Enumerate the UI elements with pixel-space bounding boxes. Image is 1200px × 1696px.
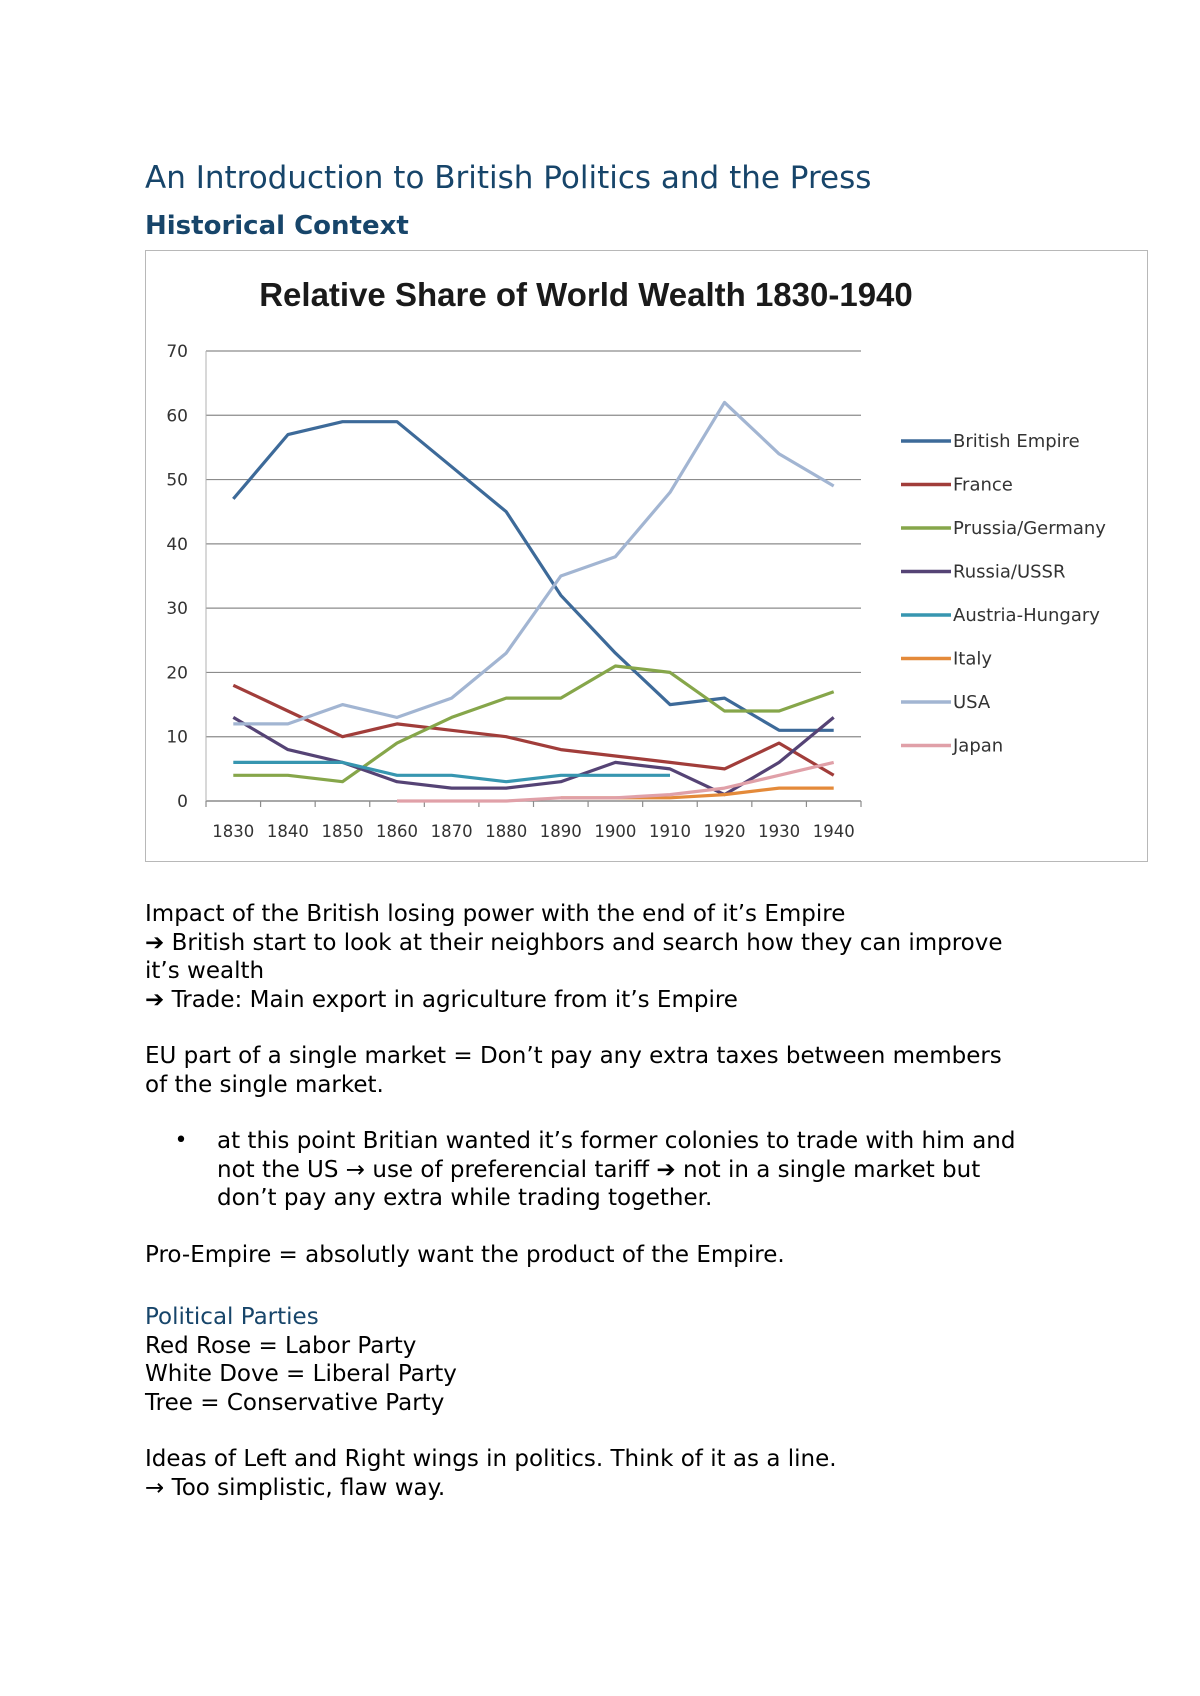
- x-tick-label-1940: 1940: [813, 822, 855, 841]
- chart-frame: Relative Share of World Wealth 1830-1940…: [145, 250, 1148, 862]
- legend-label-italy: Italy: [953, 649, 992, 670]
- y-tick-label-40: 40: [166, 535, 188, 555]
- x-tick-label-1870: 1870: [431, 822, 473, 841]
- paragraph-left-right-line-1: Ideas of Left and Right wings in politic…: [145, 1446, 837, 1472]
- paragraph-impact-line-4: ➔ Trade: Main export in agriculture from…: [145, 986, 738, 1013]
- bullet-line-3: don’t pay any extra while trading togeth…: [217, 1185, 713, 1211]
- x-tick-label-1930: 1930: [758, 822, 800, 841]
- y-tick-label-0: 0: [177, 792, 188, 812]
- section-heading-political-parties: Political Parties: [145, 1304, 319, 1330]
- series-line-usa: [233, 400, 835, 726]
- party-red-rose: Red Rose = Labor Party: [145, 1332, 417, 1359]
- legend-label-russia-ussr: Russia/USSR: [953, 562, 1066, 583]
- x-tick-label-1840: 1840: [267, 822, 309, 841]
- legend-label-usa: USA: [953, 692, 991, 713]
- bullet-marker: •: [174, 1128, 188, 1153]
- series-line-france: [232, 683, 835, 777]
- bullet-text: at this point Britian wanted it’s former…: [217, 1127, 1075, 1213]
- x-tick-label-1850: 1850: [321, 822, 363, 841]
- bullet-line-1: at this point Britian wanted it’s former…: [217, 1128, 1016, 1154]
- x-tick-label-1860: 1860: [376, 822, 418, 841]
- paragraph-left-right-line-2: → Too simplistic, flaw way.: [145, 1474, 446, 1501]
- legend-label-british-empire: British Empire: [953, 431, 1080, 452]
- x-tick-label-1910: 1910: [649, 822, 691, 841]
- party-tree: Tree = Conservative Party: [145, 1389, 445, 1416]
- y-tick-label-30: 30: [166, 599, 188, 619]
- y-tick-label-60: 60: [166, 406, 188, 426]
- paragraph-eu-line-2: of the single market.: [145, 1071, 384, 1098]
- legend-label-france: France: [953, 475, 1013, 496]
- series-line-austria-hungary: [233, 760, 670, 784]
- y-tick-label-20: 20: [166, 663, 188, 683]
- series-line-british-empire: [232, 420, 834, 732]
- x-tick-label-1920: 1920: [704, 822, 746, 841]
- bullet-line-2: not the US → use of preferencial tariff …: [217, 1156, 981, 1183]
- legend-label-prussia-germany: Prussia/Germany: [953, 518, 1106, 539]
- paragraph-eu-line-1: EU part of a single market = Don’t pay a…: [145, 1043, 1002, 1069]
- chart-title: Relative Share of World Wealth 1830-1940: [259, 276, 913, 313]
- x-tick-label-1890: 1890: [540, 822, 582, 841]
- wealth-line-chart: Relative Share of World Wealth 1830-1940…: [166, 276, 1106, 841]
- paragraph-impact-line-2: ➔ British start to look at their neighbo…: [145, 929, 1003, 956]
- legend-label-austria-hungary: Austria-Hungary: [953, 605, 1100, 626]
- series-line-prussia-germany: [233, 664, 835, 784]
- party-white-dove: White Dove = Liberal Party: [145, 1361, 457, 1387]
- legend-label-japan: Japan: [952, 736, 1003, 757]
- paragraph-impact-line-1: Impact of the British losing power with …: [145, 901, 846, 927]
- x-tick-label-1900: 1900: [594, 822, 636, 841]
- series-line-russia-ussr: [232, 716, 835, 797]
- paragraph-impact-line-3: it’s wealth: [145, 958, 265, 984]
- x-tick-label-1830: 1830: [212, 822, 254, 841]
- document-title: An Introduction to British Politics and …: [145, 160, 872, 196]
- document-page: An Introduction to British Politics and …: [145, 150, 1148, 1502]
- y-tick-label-50: 50: [166, 471, 188, 491]
- paragraph-pro-empire: Pro-Empire = absolutly want the product …: [145, 1241, 785, 1268]
- y-tick-label-10: 10: [166, 728, 188, 748]
- x-tick-label-1880: 1880: [485, 822, 527, 841]
- y-tick-label-70: 70: [166, 342, 188, 362]
- section-heading-historical-context: Historical Context: [145, 211, 409, 241]
- bullet-item: • at this point Britian wanted it’s form…: [145, 1127, 1075, 1213]
- series-line-japan: [397, 760, 835, 803]
